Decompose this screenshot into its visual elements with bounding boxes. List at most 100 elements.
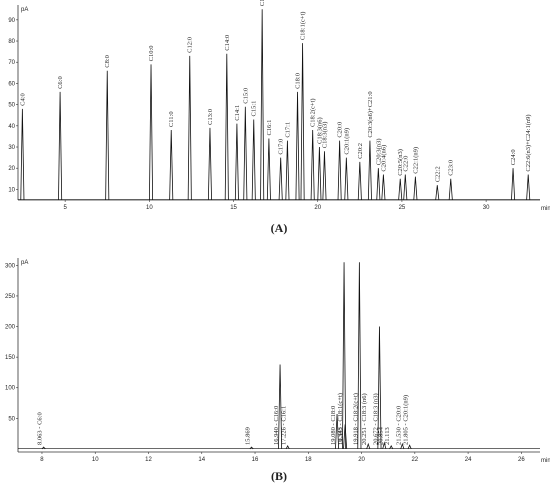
peak-label: 19.343 - C18:1(c+t): [337, 393, 344, 445]
peak-label: C24:0: [510, 149, 517, 165]
y-tick-label: 40: [8, 124, 15, 130]
peak-label: C18:1(c+t): [300, 12, 307, 41]
peak-label: C12:0: [187, 37, 194, 53]
peak-label: C18:0: [295, 73, 302, 89]
peak-label: 15.869: [245, 427, 252, 445]
x-tick-label: 5: [63, 205, 67, 211]
peak: [41, 446, 46, 450]
x-tick-label: 20: [358, 457, 365, 463]
peak: [310, 130, 315, 201]
y-tick-label: 60: [8, 81, 15, 87]
peak-label: C22:0: [402, 156, 409, 172]
peak: [398, 178, 403, 201]
y-tick-label: 200: [5, 325, 16, 331]
peak-label: 21.805 - C20:1(n9): [403, 395, 410, 445]
x-tick-label: 10: [92, 457, 99, 463]
peak: [317, 146, 322, 201]
peak: [342, 262, 347, 449]
y-tick-label: 250: [5, 294, 16, 300]
peak: [105, 70, 110, 201]
peak: [381, 174, 386, 201]
peak: [435, 185, 440, 201]
peak: [511, 168, 516, 201]
peak-label: C14:0: [224, 35, 231, 51]
peak-label: C20:5(n3): [397, 149, 404, 176]
peak: [285, 445, 290, 450]
peak: [376, 168, 381, 201]
y-tick-label: 100: [5, 386, 16, 392]
peak: [367, 140, 372, 201]
peak: [357, 161, 362, 201]
peak-label: C10:0: [148, 45, 155, 61]
peak: [285, 140, 290, 201]
x-axis-label: min: [541, 206, 550, 212]
peak-label: C22:1(n9): [412, 147, 419, 174]
peak: [448, 178, 453, 201]
y-tick-label: 50: [8, 103, 15, 109]
peak-label: C17:1: [284, 122, 291, 138]
y-tick-label: 150: [5, 355, 16, 361]
peak-label: 19.382: [338, 427, 345, 445]
peak-label: C6:0: [57, 76, 64, 89]
x-tick-label: 16: [252, 457, 259, 463]
peak-label: 21.113: [384, 427, 391, 445]
peak: [224, 53, 229, 201]
peak: [278, 157, 283, 201]
peak: [58, 91, 63, 201]
peak: [322, 151, 327, 201]
x-tick-label: 8: [40, 457, 44, 463]
peak: [187, 55, 192, 201]
peak-label: C22:6(n3)+C24:1(n9): [525, 114, 532, 171]
peak: [169, 130, 174, 201]
x-tick-label: 22: [411, 457, 418, 463]
peak: [251, 119, 256, 201]
peak: [249, 446, 254, 450]
y-tick-label: 90: [8, 18, 15, 24]
x-tick-label: 30: [483, 205, 490, 211]
peak: [357, 262, 362, 449]
peak: [20, 108, 25, 201]
y-tick-label: 70: [8, 60, 15, 66]
x-tick-label: 25: [399, 205, 406, 211]
peak: [400, 442, 405, 450]
peak-label: C22:2: [434, 166, 441, 182]
peak-label: C20:2: [357, 143, 364, 159]
peak: [295, 91, 300, 201]
peak: [207, 127, 212, 201]
peak-label: C4:0: [19, 93, 26, 106]
peak-label: 16.940 - C16:0: [273, 406, 280, 445]
peak-label: C11:0: [168, 111, 175, 127]
x-tick-label: 12: [145, 457, 152, 463]
peak: [243, 106, 248, 201]
peak-label: C14:1: [234, 105, 241, 121]
peak: [403, 174, 408, 201]
peak: [234, 123, 239, 201]
peak: [343, 424, 348, 449]
peak-label: 20.672 - C18:3 (n3): [372, 393, 379, 445]
peak-label: C15:0: [242, 88, 249, 104]
x-tick-label: 15: [230, 205, 237, 211]
peak-label: 20.854: [377, 426, 384, 445]
peak-label: C18:3(n6): [316, 117, 323, 144]
peak-label: C18:3(n3): [321, 122, 328, 149]
x-tick-label: 26: [518, 457, 525, 463]
peak-label: C20:4(n6): [380, 145, 387, 172]
x-tick-label: 14: [198, 457, 205, 463]
peak-label: 20.251 - C18:3 (n6): [361, 393, 368, 445]
peak-label: C23:0: [448, 160, 455, 176]
peak-label: C16:1: [266, 120, 273, 136]
x-tick-label: 10: [146, 205, 153, 211]
peak: [526, 174, 531, 201]
peak-label: C13:0: [207, 109, 214, 125]
y-tick-label: 20: [8, 166, 15, 172]
peak: [266, 138, 271, 201]
y-tick-label: 50: [8, 416, 15, 422]
peak-label: C20:3(n3): [375, 138, 382, 165]
peak: [344, 157, 349, 201]
peak-label: 21.530 - C20:0: [395, 406, 402, 445]
y-axis-label: pA: [21, 260, 28, 266]
peak: [366, 442, 371, 450]
y-tick-label: 80: [8, 39, 15, 45]
peak: [337, 140, 342, 201]
